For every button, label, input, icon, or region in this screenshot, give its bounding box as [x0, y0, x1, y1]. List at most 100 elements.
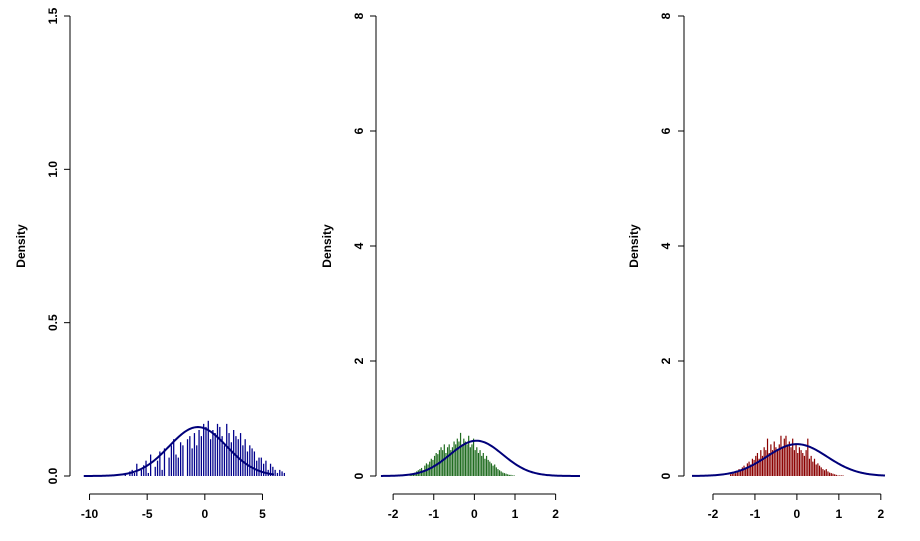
histogram-bar [730, 474, 732, 476]
histogram-bar [228, 433, 230, 476]
histogram-bar [808, 458, 811, 476]
histogram-bar [422, 470, 424, 476]
histogram-bar [450, 450, 452, 476]
panel-2-y-ticks: 0 2 4 6 8 [352, 12, 376, 479]
histogram-bar [471, 444, 473, 476]
histogram-bar [249, 445, 251, 476]
histogram-bar [490, 463, 493, 476]
x-tick-label: 2 [552, 507, 559, 521]
x-tick-label: -2 [708, 507, 719, 521]
histogram-bar [840, 475, 842, 476]
histogram-bar [455, 444, 457, 476]
histogram-bar [173, 439, 175, 476]
histogram-bar [494, 464, 496, 476]
histogram-bar [510, 474, 512, 476]
histogram-bar [283, 472, 286, 476]
histogram-bar [474, 450, 476, 476]
histogram-bar [822, 469, 824, 476]
histogram-bar [731, 473, 733, 476]
histogram-bar [793, 450, 795, 476]
histogram-bar [495, 467, 497, 476]
panel-1-bars [124, 420, 286, 476]
histogram-bar [498, 470, 501, 476]
histogram-bar [823, 470, 826, 476]
panel-3-y-axis-label: Density [627, 224, 641, 268]
histogram-bar [456, 438, 458, 476]
histogram-bar [750, 464, 752, 476]
histogram-bar [771, 450, 774, 476]
y-tick-label: 4 [352, 242, 366, 249]
histogram-bar [780, 435, 782, 476]
histogram-bar [842, 475, 844, 476]
x-tick-label: -10 [81, 507, 99, 521]
histogram-bar [258, 457, 260, 476]
histogram-bar [182, 445, 184, 476]
histogram-bar [179, 442, 182, 476]
histogram-bar [773, 441, 775, 476]
histogram-bar [511, 475, 514, 476]
x-tick-label: 5 [259, 507, 266, 521]
histogram-bar [505, 473, 507, 476]
histogram-bar [265, 460, 267, 476]
histogram-bar [837, 475, 839, 476]
histogram-bar [205, 426, 207, 476]
histogram-bar [442, 450, 444, 476]
histogram-bar [792, 438, 794, 476]
histogram-bar [476, 447, 478, 476]
histogram-bar [175, 454, 177, 476]
histogram-bar [839, 475, 841, 476]
histogram-bar [269, 463, 272, 476]
histogram-bar [738, 469, 740, 476]
histogram-bar [815, 464, 817, 476]
histogram-bar [477, 453, 480, 476]
panel-1-y-ticks: 0.0 0.5 1.0 1.5 [46, 7, 70, 484]
histogram-bar [161, 469, 163, 476]
histogram-bar [461, 444, 463, 476]
panel-2-x-ticks: -2 -1 0 1 2 [388, 494, 559, 521]
panel-3: 0 2 4 6 8 -2 -1 0 1 2 Density [627, 12, 886, 521]
histogram-bar [239, 433, 242, 476]
histogram-bar [196, 445, 198, 476]
histogram-bar [281, 471, 283, 476]
histogram-bar [751, 458, 754, 476]
histogram-bar [740, 470, 742, 476]
histogram-bar [143, 465, 145, 476]
histogram-bar [820, 467, 822, 476]
histogram-bar [212, 430, 214, 476]
histogram-bar [463, 438, 465, 476]
histogram-bar [758, 458, 760, 476]
y-tick-label: 4 [659, 242, 673, 249]
panel-1-x-ticks: -10 -5 0 5 [81, 494, 266, 521]
histogram-bar [802, 453, 804, 476]
y-tick-label: 0.5 [46, 314, 60, 331]
histogram-bar [469, 447, 471, 476]
histogram-bar [508, 474, 510, 476]
histogram-bar [485, 455, 488, 476]
histogram-bar [807, 438, 809, 476]
histogram-bar [446, 447, 449, 476]
histogram-bar [787, 444, 789, 476]
panel-2: 0 2 4 6 8 -2 -1 0 1 2 Density [320, 12, 580, 521]
x-tick-label: 0 [471, 507, 478, 521]
histogram-bar [154, 466, 156, 476]
y-tick-label: 8 [352, 12, 366, 19]
histogram-bar [159, 451, 161, 476]
histogram-bar [817, 463, 819, 476]
y-tick-label: 8 [659, 12, 673, 19]
y-tick-label: 2 [659, 357, 673, 364]
histogram-bar [492, 465, 494, 476]
histogram-bar [168, 457, 170, 476]
histogram-bar [262, 463, 265, 476]
histogram-bar [253, 451, 256, 476]
histogram-bar [177, 457, 179, 476]
x-tick-label: 1 [512, 507, 519, 521]
histogram-bar [835, 474, 837, 476]
histogram-bar [200, 436, 202, 476]
histogram-bar [150, 454, 152, 476]
histogram-bar [191, 448, 193, 476]
histogram-bar [782, 447, 784, 476]
histogram-bar [800, 450, 802, 476]
histogram-bar [487, 459, 489, 476]
histogram-bar [484, 458, 486, 476]
